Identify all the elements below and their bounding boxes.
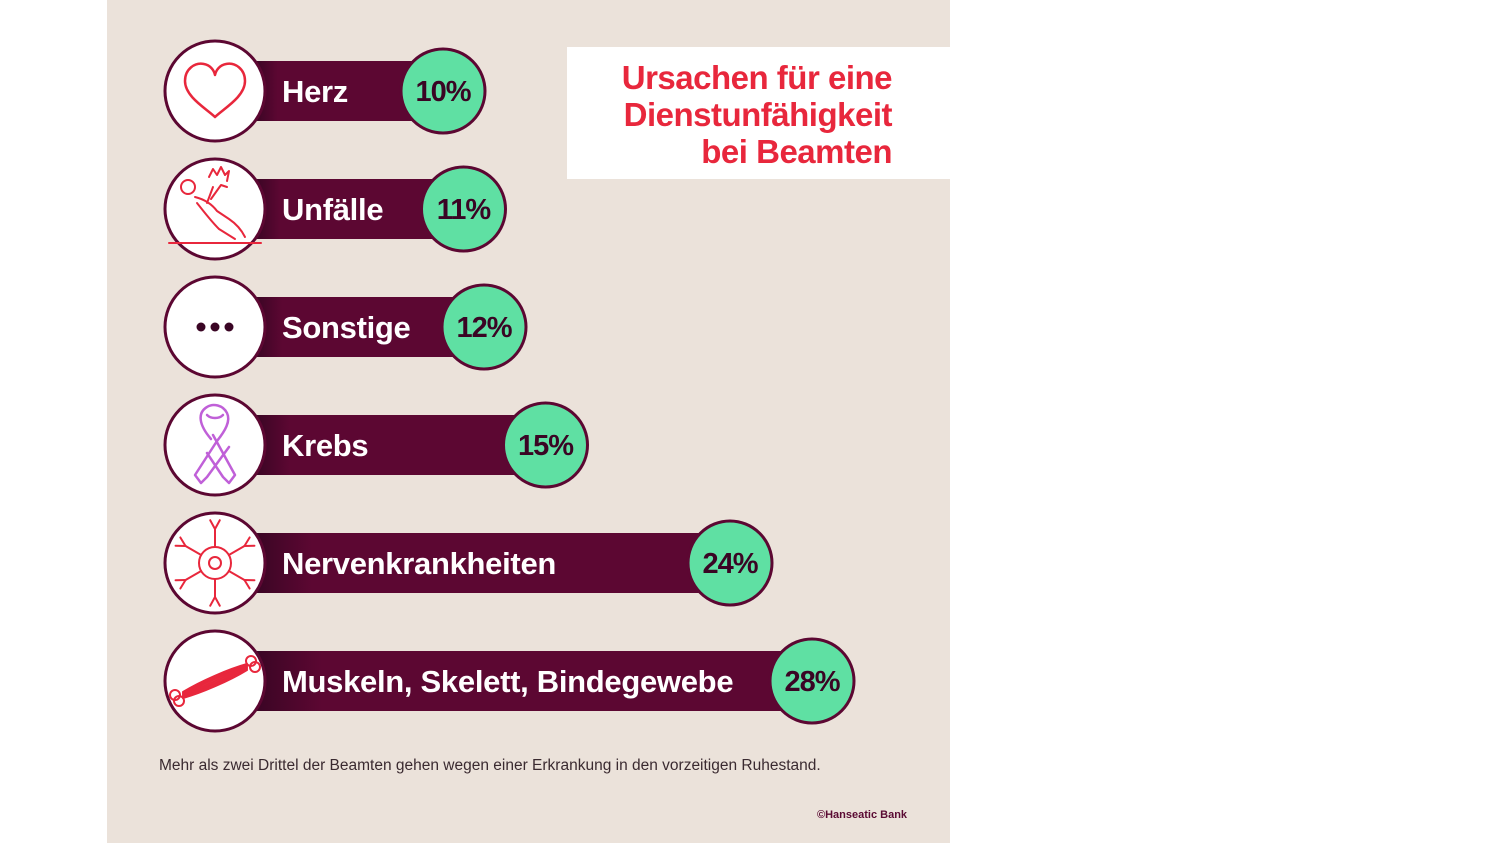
heart-icon [183, 62, 247, 119]
value-label: 11% [437, 194, 492, 226]
category-label: Unfälle [282, 192, 383, 227]
cancer-ribbon-icon [193, 403, 237, 485]
bar-row: Unfälle 11% [163, 157, 507, 261]
accident-icon [168, 166, 262, 244]
icon-circle [163, 39, 267, 143]
value-badge [420, 165, 507, 253]
category-label: Krebs [282, 428, 368, 463]
category-label: Sonstige [282, 310, 411, 345]
value-label: 28% [784, 666, 840, 698]
value-label: 10% [415, 76, 471, 108]
credit: ©Hanseatic Bank [817, 809, 908, 821]
value-badge [768, 637, 856, 725]
value-badge [502, 401, 589, 489]
bar-row: Nervenkrankheiten 24% [163, 511, 774, 615]
category-label: Nervenkrankheiten [282, 546, 556, 581]
category-label: Muskeln, Skelett, Bindegewebe [282, 664, 733, 699]
chart-title: Ursachen für eine Dienstunfähigkeit bei … [621, 59, 893, 170]
bar-row: Sonstige 12% [163, 275, 528, 379]
icon-circle [163, 511, 267, 615]
bar [255, 533, 730, 593]
footnote: Mehr als zwei Drittel der Beamten gehen … [159, 757, 821, 774]
muscle-bone-icon [169, 655, 261, 707]
value-label: 12% [456, 312, 512, 344]
title-box: Ursachen für eine Dienstunfähigkeit bei … [567, 47, 950, 179]
category-label: Herz [282, 74, 348, 109]
more-dots-icon [196, 322, 234, 332]
bar-row: Krebs 15% [163, 393, 589, 497]
value-label: 24% [702, 548, 758, 580]
value-badge [686, 519, 774, 607]
bar-row: Herz 10% [163, 39, 487, 143]
neuron-icon [174, 519, 256, 607]
bar [255, 651, 812, 711]
value-badge [399, 47, 487, 135]
bar [255, 415, 546, 475]
bar-row: Muskeln, Skelett, Bindegewebe 28% [163, 629, 856, 733]
value-label: 15% [518, 430, 574, 462]
value-badge [440, 283, 528, 371]
